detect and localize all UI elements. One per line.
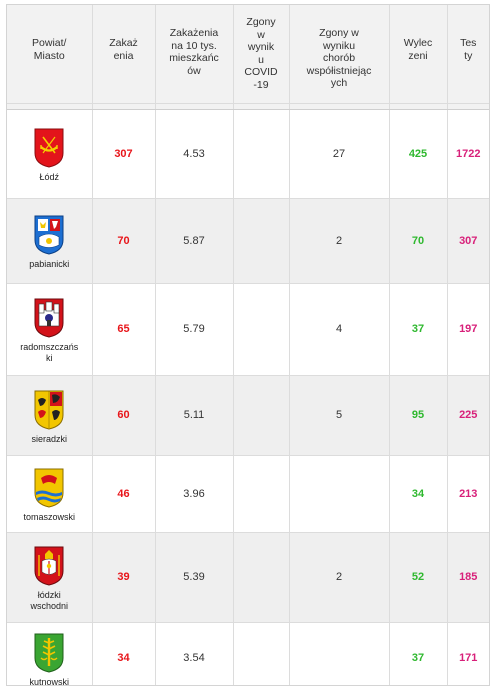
header-wyleczeni[interactable]: Wylec zeni (389, 5, 448, 104)
cell-zgony-covid (233, 283, 290, 376)
cell-wyleczeni: 70 (389, 198, 448, 284)
table-row[interactable]: Łódź 307 4.53 27 425 1722 (7, 109, 489, 199)
kutnowski-crest-icon (34, 633, 64, 673)
cell-testy: 1722 (447, 109, 489, 199)
cell-zakazenia: 65 (92, 283, 156, 376)
lodz-crest-icon (34, 128, 64, 168)
cell-zgony-covid (233, 622, 290, 685)
cell-powiat: kutnowski (7, 622, 93, 686)
cell-wyleczeni: 37 (389, 283, 448, 376)
cell-zakazenia-na-10-tys: 3.96 (155, 455, 234, 533)
cell-zakazenia: 34 (92, 622, 156, 685)
sieradzki-crest-icon (34, 390, 64, 430)
table-header: Powiat/Miasto Zakaż enia Zakażenia na 10 t… (7, 5, 489, 104)
cell-zgony-covid (233, 109, 290, 199)
table-body: Łódź 307 4.53 27 425 1722 pabianicki 70 5.87 2 70 3… (7, 103, 489, 686)
cell-wyleczeni: 425 (389, 109, 448, 199)
cell-zgony-chorob: 2 (289, 532, 390, 623)
cell-wyleczeni: 34 (389, 455, 448, 533)
table-row[interactable]: pabianicki 70 5.87 2 70 307 (7, 198, 489, 284)
cell-powiat: pabianicki (7, 198, 93, 284)
cell-zakazenia: 46 (92, 455, 156, 533)
cell-testy: 185 (447, 532, 489, 623)
covid-stats-table: Powiat/Miasto Zakaż enia Zakażenia na 10 t… (7, 5, 489, 686)
lodzki-wschodni-crest-icon (34, 546, 64, 586)
cell-zakazenia: 39 (92, 532, 156, 623)
powiat-name: kutnowski (29, 676, 69, 686)
cell-zakazenia: 70 (92, 198, 156, 284)
cell-wyleczeni: 52 (389, 532, 448, 623)
header-zgony-covid[interactable]: Zgony w wynik u COVID -19 (233, 5, 290, 104)
cell-testy: 307 (447, 198, 489, 284)
cell-zakazenia-na-10-tys: 5.39 (155, 532, 234, 623)
table-row[interactable]: radomszczańs ki 65 5.79 4 37 197 (7, 283, 489, 376)
cell-zgony-covid (233, 455, 290, 533)
cell-zakazenia: 307 (92, 109, 156, 199)
cell-zakazenia-na-10-tys: 3.54 (155, 622, 234, 685)
powiat-name: tomaszowski (23, 512, 75, 522)
table-row[interactable]: kutnowski 34 3.54 37 171 (7, 622, 489, 686)
cell-zakazenia-na-10-tys: 5.87 (155, 198, 234, 284)
cell-powiat: Łódź (7, 109, 93, 199)
cell-powiat: tomaszowski (7, 455, 93, 533)
powiat-name: łódzki wschodni (30, 590, 69, 611)
radomszczanski-crest-icon (34, 298, 64, 338)
pabianicki-crest-icon (34, 215, 64, 255)
cell-zgony-chorob (289, 622, 390, 685)
header-testy[interactable]: Tes ty (447, 5, 489, 104)
covid-stats-table-frame: Powiat/Miasto Zakaż enia Zakażenia na 10 t… (6, 4, 490, 686)
table-row[interactable]: tomaszowski 46 3.96 34 213 (7, 455, 489, 533)
cell-zgony-covid (233, 198, 290, 284)
cell-zgony-covid (233, 532, 290, 623)
cell-zgony-chorob: 27 (289, 109, 390, 199)
cell-testy: 171 (447, 622, 489, 685)
cell-zgony-chorob: 2 (289, 198, 390, 284)
cell-zgony-covid (233, 375, 290, 456)
cell-zakazenia-na-10-tys: 4.53 (155, 109, 234, 199)
cell-testy: 197 (447, 283, 489, 376)
cell-wyleczeni: 95 (389, 375, 448, 456)
powiat-name: radomszczańs ki (20, 342, 79, 363)
cell-zgony-chorob: 5 (289, 375, 390, 456)
powiat-name: sieradzki (31, 433, 67, 444)
cell-wyleczeni: 37 (389, 622, 448, 685)
powiat-name: Łódź (39, 172, 60, 182)
cell-powiat: radomszczańs ki (7, 283, 93, 376)
cell-powiat: sieradzki (7, 375, 93, 456)
header-powiat[interactable]: Powiat/Miasto (7, 5, 93, 104)
table-row[interactable]: łódzki wschodni 39 5.39 2 52 185 (7, 532, 489, 623)
cell-testy: 225 (447, 375, 489, 456)
cell-testy: 213 (447, 455, 489, 533)
cell-zakazenia: 60 (92, 375, 156, 456)
header-zgony-chorob[interactable]: Zgony w wyniku chorób współistniejąc ych (289, 5, 390, 104)
header-zakazenia-na-10-tys[interactable]: Zakażenia na 10 tys. mieszkańc ów (155, 5, 234, 104)
cell-zakazenia-na-10-tys: 5.79 (155, 283, 234, 376)
powiat-name: pabianicki (29, 259, 70, 269)
cell-powiat: łódzki wschodni (7, 532, 93, 623)
cell-zakazenia-na-10-tys: 5.11 (155, 375, 234, 456)
cell-zgony-chorob: 4 (289, 283, 390, 376)
table-row[interactable]: sieradzki 60 5.11 5 95 225 (7, 375, 489, 456)
header-zakazenia[interactable]: Zakaż enia (92, 5, 156, 104)
tomaszowski-crest-icon (34, 468, 64, 508)
cell-zgony-chorob (289, 455, 390, 533)
